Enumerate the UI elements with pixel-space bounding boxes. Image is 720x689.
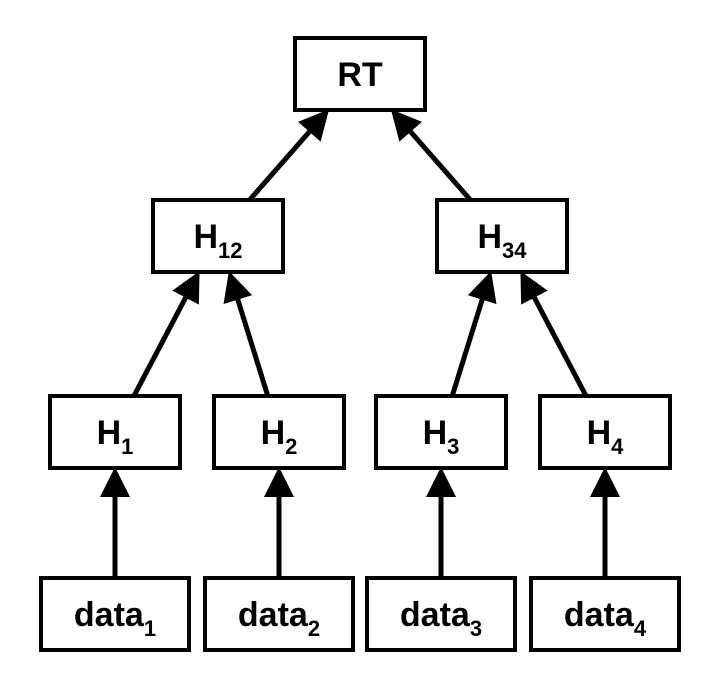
node-h12: H12 xyxy=(153,200,283,272)
node-h2: H2 xyxy=(214,396,344,468)
node-label-main: data xyxy=(238,596,309,634)
node-data1: data1 xyxy=(41,578,189,650)
edge-h1-to-h12 xyxy=(134,276,197,396)
node-h3: H3 xyxy=(376,396,506,468)
node-label-main: H xyxy=(477,218,502,256)
nodes-layer: RTH12H34H1H2H3H4data1data2data3data4 xyxy=(41,38,679,650)
node-label-main: data xyxy=(400,596,471,634)
merkle-tree-diagram: RTH12H34H1H2H3H4data1data2data3data4 xyxy=(0,0,720,689)
node-label-main: H xyxy=(423,414,448,452)
node-label-sub: 12 xyxy=(218,238,242,263)
node-data3: data3 xyxy=(367,578,515,650)
node-h1: H1 xyxy=(50,396,180,468)
node-label-sub: 4 xyxy=(611,434,624,459)
node-h34: H34 xyxy=(437,200,567,272)
node-label-sub: 2 xyxy=(285,434,297,459)
edge-h4-to-h34 xyxy=(523,276,586,396)
node-label-sub: 1 xyxy=(121,434,133,459)
node-label-main: RT xyxy=(337,56,383,94)
edge-h3-to-h34 xyxy=(452,276,489,396)
node-label-sub: 1 xyxy=(144,616,156,641)
node-label-main: data xyxy=(74,596,145,634)
edges-layer xyxy=(115,113,605,578)
node-label-sub: 3 xyxy=(470,616,482,641)
node-data2: data2 xyxy=(205,578,353,650)
node-label-main: H xyxy=(97,414,122,452)
node-label-sub: 2 xyxy=(308,616,320,641)
node-label-sub: 4 xyxy=(634,616,647,641)
node-data4: data4 xyxy=(531,578,679,650)
node-label-main: H xyxy=(261,414,286,452)
node-rt: RT xyxy=(295,38,425,110)
edge-h2-to-h12 xyxy=(230,276,267,396)
node-label: RT xyxy=(337,56,383,94)
edge-h12-to-rt xyxy=(250,113,326,200)
edge-h34-to-rt xyxy=(394,113,470,200)
node-label-sub: 3 xyxy=(447,434,459,459)
node-label-main: H xyxy=(193,218,218,256)
node-label-main: data xyxy=(564,596,635,634)
node-label-main: H xyxy=(587,414,612,452)
node-label-sub: 34 xyxy=(502,238,527,263)
node-h4: H4 xyxy=(540,396,670,468)
